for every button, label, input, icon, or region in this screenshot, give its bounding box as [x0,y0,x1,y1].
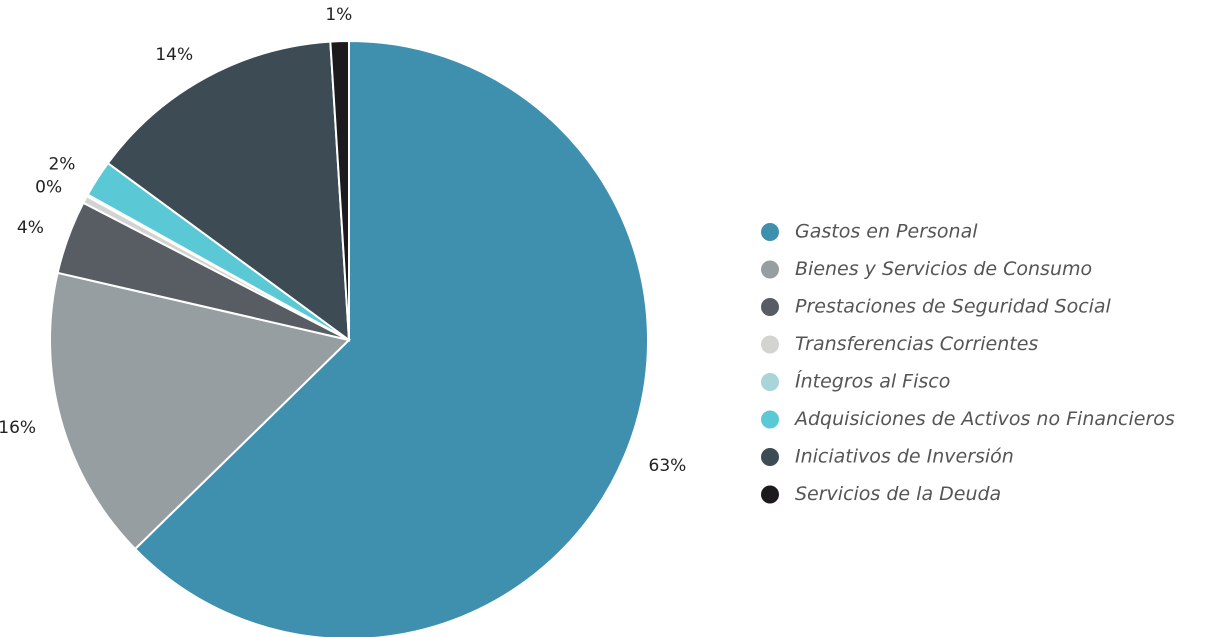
legend-label: Adquisiciones de Activos no Financieros [793,408,1175,430]
legend-swatch [761,410,779,429]
legend-label: Gastos en Personal [795,221,978,243]
slice-label: 2% [48,154,75,174]
legend-swatch [761,448,779,466]
legend-swatch [761,260,779,279]
pie-slice [133,39,649,637]
slice-label: 0% [35,177,62,197]
pie-slice [329,39,350,341]
legend-label: Transferencias Corrientes [795,333,1038,355]
slice-label: 4% [17,218,44,238]
legend-label: Prestaciones de Seguridad Social [795,296,1112,318]
legend-swatch [761,485,779,504]
pie-slice [49,271,352,551]
slice-label: 14% [155,45,193,65]
legend-label: Iniciativos de Inversión [795,446,1014,468]
legend-swatch [761,298,779,316]
slice-label: 63% [649,456,687,476]
slice-label: 1% [325,5,352,25]
legend-swatch [761,373,779,391]
legend-swatch [761,335,779,354]
pie-slice [106,40,351,343]
legend-swatch [761,223,779,241]
slice-label: 16% [0,418,36,438]
legend-label: Íntegros al Fisco [795,370,950,393]
legend-label: Servicios de la Deuda [795,483,1001,505]
legend-label: Bienes y Servicios de Consumo [795,258,1092,280]
